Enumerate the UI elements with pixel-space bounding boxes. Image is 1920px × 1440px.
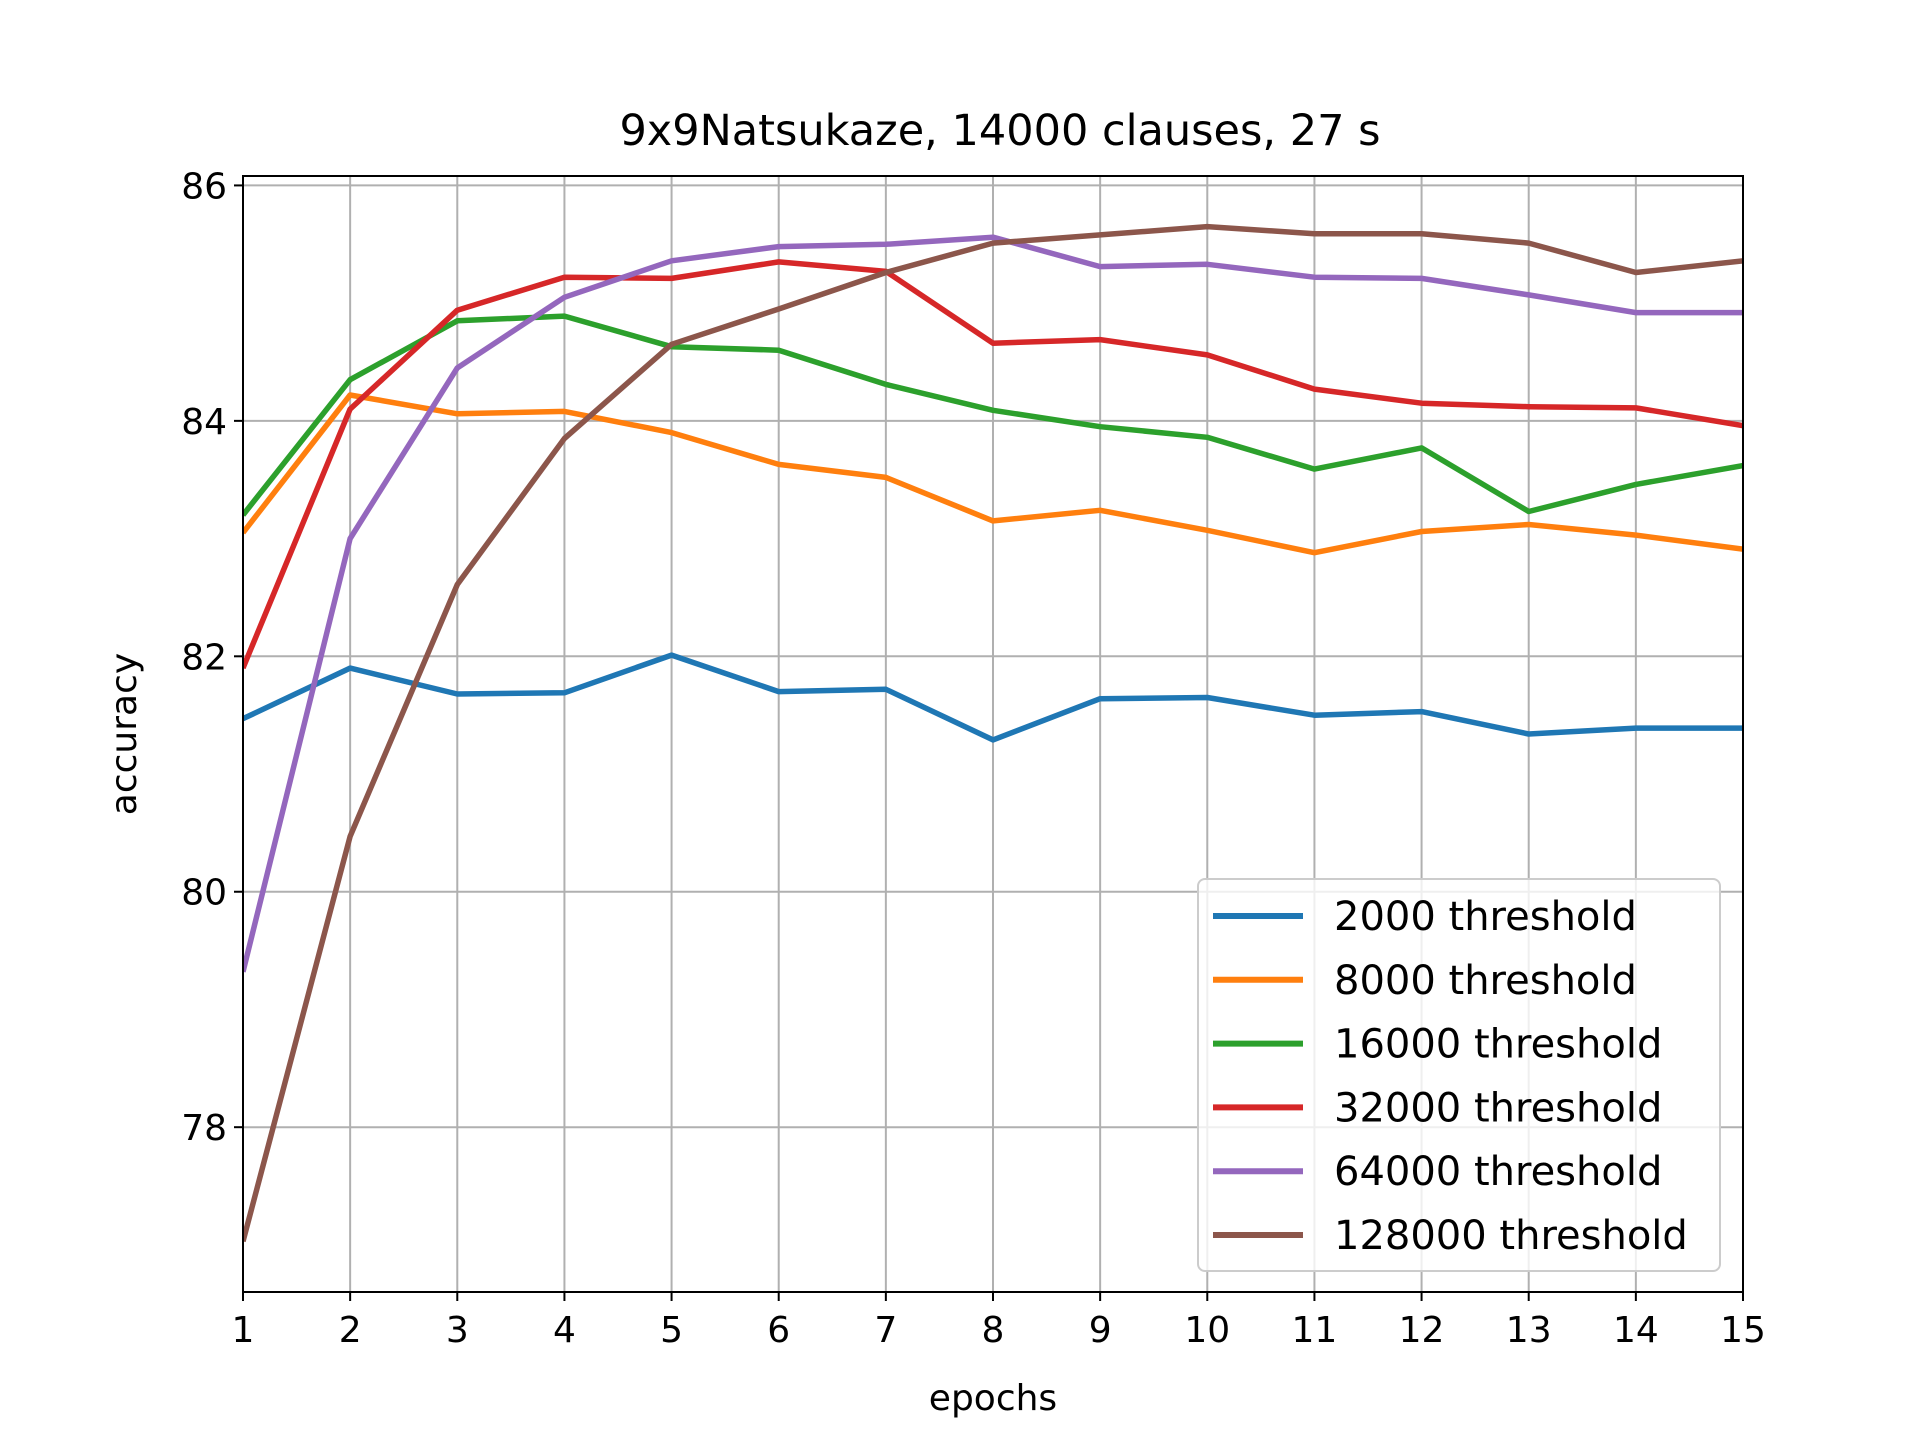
x-tick-label: 5 — [660, 1310, 683, 1351]
x-tick-label: 10 — [1184, 1310, 1230, 1351]
legend-box — [1197, 878, 1721, 1272]
x-axis-label: epochs — [929, 1378, 1057, 1419]
series-line-32000-threshold — [243, 259, 1743, 670]
legend-label: 16000 threshold — [1334, 1022, 1662, 1068]
legend-label: 8000 threshold — [1334, 958, 1637, 1004]
legend-label: 2000 threshold — [1334, 894, 1637, 940]
x-tick-label: 14 — [1613, 1310, 1659, 1351]
series-lines — [243, 223, 1743, 1243]
y-tick-label: 78 — [181, 1108, 227, 1149]
chart-title: 9x9Natsukaze, 14000 clauses, 27 s — [619, 106, 1380, 156]
legend: 2000 threshold 8000 threshold 16000 thresh… — [1197, 878, 1721, 1272]
y-tick-label: 80 — [181, 873, 227, 914]
x-tick-label: 4 — [553, 1310, 576, 1351]
x-tick-label: 1 — [232, 1310, 255, 1351]
legend-label: 32000 threshold — [1334, 1085, 1662, 1131]
series-line-16000-threshold — [243, 313, 1743, 517]
series-line-128000-threshold — [243, 223, 1743, 1243]
x-tick-label: 7 — [874, 1310, 897, 1351]
x-tick-label: 2 — [339, 1310, 362, 1351]
x-tick-label: 11 — [1292, 1310, 1338, 1351]
y-tick-label: 84 — [181, 402, 227, 443]
x-tick-label: 15 — [1720, 1310, 1766, 1351]
y-axis-label: accuracy — [104, 653, 145, 815]
y-tick-label: 86 — [181, 166, 227, 207]
x-tick-label: 8 — [982, 1310, 1005, 1351]
y-tick-label: 82 — [181, 637, 227, 678]
series-line-2000-threshold — [243, 652, 1743, 743]
x-tick-label: 3 — [446, 1310, 469, 1351]
x-tick-label: 13 — [1506, 1310, 1552, 1351]
x-tick-label: 6 — [767, 1310, 790, 1351]
x-tick-label: 9 — [1089, 1310, 1112, 1351]
legend-label: 64000 threshold — [1334, 1149, 1662, 1195]
series-line-8000-threshold — [243, 392, 1743, 556]
legend-label: 128000 threshold — [1334, 1213, 1688, 1259]
x-tick-label: 12 — [1399, 1310, 1445, 1351]
series-line-64000-threshold — [243, 234, 1743, 973]
